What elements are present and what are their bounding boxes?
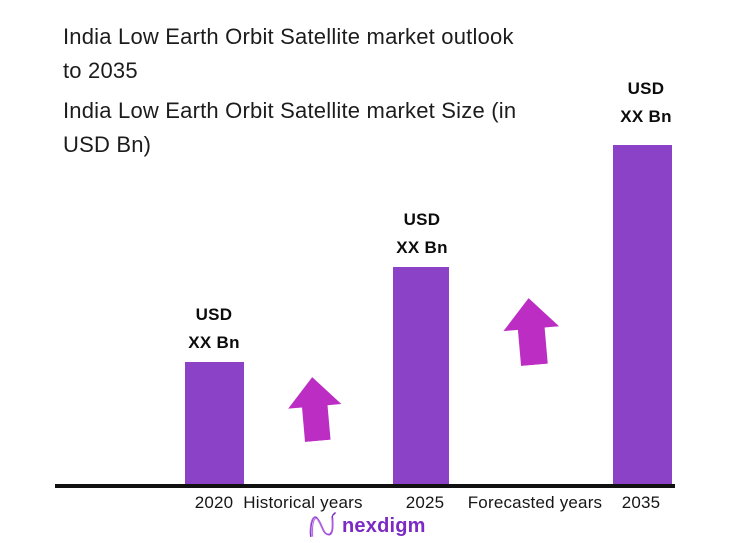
bar-value-label-2035-line1: USD	[627, 79, 665, 98]
growth-arrow-icon	[285, 375, 344, 443]
x-axis-annotation-forecasted-years: Forecasted years	[467, 493, 603, 512]
chart-subtitle: India Low Earth Orbit Satellite market S…	[63, 94, 516, 162]
x-axis-line	[55, 484, 675, 488]
nexdigm-wave-icon	[307, 512, 337, 540]
bar-value-label-2020-line2: XX Bn	[188, 333, 240, 352]
bar-value-label-2035-line2: XX Bn	[620, 107, 672, 126]
growth-arrow-icon	[500, 296, 563, 368]
x-axis-annotation-historical-years: Historical years	[243, 493, 363, 512]
bar-value-label-2020: USD XX Bn	[144, 301, 284, 357]
x-axis-label-2025: 2025	[405, 493, 445, 512]
x-axis-label-2035: 2035	[621, 493, 661, 512]
nexdigm-logo: nexdigm	[307, 512, 426, 540]
subtitle-line-2: USD Bn)	[63, 132, 152, 157]
bar-value-label-2025-line2: XX Bn	[396, 238, 448, 257]
subtitle-line-1: India Low Earth Orbit Satellite market S…	[63, 98, 517, 123]
page-title: India Low Earth Orbit Satellite market o…	[63, 20, 514, 88]
x-axis-label-2020: 2020	[194, 493, 234, 512]
bar-value-label-2025-line1: USD	[403, 210, 441, 229]
bar-2035	[613, 145, 672, 488]
bar-2025	[393, 267, 449, 488]
bar-2020	[185, 362, 244, 488]
bar-value-label-2035: USD XX Bn	[576, 75, 716, 131]
bar-value-label-2025: USD XX Bn	[352, 206, 492, 262]
bar-value-label-2020-line1: USD	[195, 305, 233, 324]
title-line-1: India Low Earth Orbit Satellite market o…	[63, 24, 514, 49]
title-line-2: to 2035	[63, 58, 138, 83]
nexdigm-logo-text: nexdigm	[342, 514, 426, 537]
